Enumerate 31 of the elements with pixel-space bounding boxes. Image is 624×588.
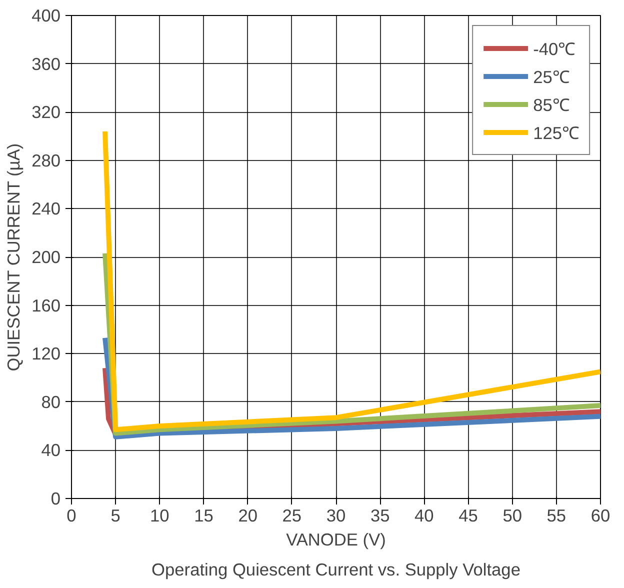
x-tick-label: 20 [238, 506, 258, 526]
y-tick-label: 280 [32, 150, 61, 170]
x-tick-label: 25 [282, 506, 302, 526]
x-tick-label: 0 [66, 506, 76, 526]
legend-label: 85℃ [533, 94, 570, 116]
x-tick-label: 50 [502, 506, 522, 526]
y-tick-label: 120 [32, 344, 61, 364]
y-tick-label: 80 [41, 392, 61, 412]
x-tick-label: 30 [326, 506, 346, 526]
y-tick-label: 160 [32, 295, 61, 316]
x-tick-label: 55 [546, 506, 566, 526]
x-tick-label: 5 [110, 506, 120, 526]
x-tick-label: 45 [458, 506, 478, 526]
y-tick-label: 40 [41, 440, 61, 460]
y-tick-label: 320 [32, 102, 61, 122]
text: Operating Quiescent Current vs. Supply Voltage [152, 560, 520, 580]
x-tick-label: 35 [370, 506, 390, 526]
y-axis-title: QUIESCENT CURRENT (µA) [4, 143, 24, 372]
x-axis-title: VANODE (V) [286, 530, 386, 550]
y-tick-label: 240 [32, 198, 61, 219]
legend-label: -40℃ [533, 38, 576, 60]
x-tick-label: 15 [194, 506, 214, 526]
y-tick-label: 0 [50, 488, 61, 508]
x-tick-label: 10 [150, 506, 170, 526]
legend-label: 125℃ [533, 122, 579, 144]
y-tick-label: 200 [32, 247, 61, 267]
legend-label: 25℃ [533, 66, 570, 88]
x-tick-label: 40 [414, 506, 434, 526]
y-tick-label: 360 [32, 54, 61, 74]
y-tick-label: 400 [32, 6, 61, 26]
x-tick-label: 60 [590, 506, 610, 526]
